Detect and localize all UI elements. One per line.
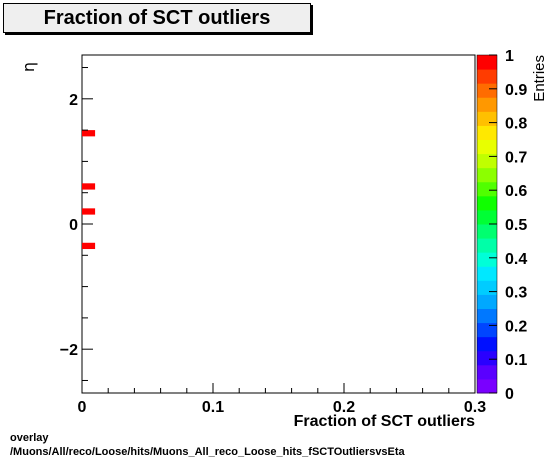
z-tick-label: 0.8 xyxy=(505,116,527,133)
z-tick-label: 0.5 xyxy=(505,217,527,234)
x-tick-label: 0.2 xyxy=(333,399,355,416)
z-tick-label: 0.3 xyxy=(505,285,527,302)
y-axis-label: η xyxy=(19,62,38,72)
color-scale-segment xyxy=(477,308,497,324)
z-tick-label: 0.7 xyxy=(505,149,527,166)
color-scale-segment xyxy=(477,266,497,281)
color-scale-segment xyxy=(477,111,497,126)
color-scale-label: Entries xyxy=(531,55,546,102)
heatmap-cell xyxy=(82,208,96,215)
color-scale-segment xyxy=(477,378,497,394)
y-axis-ticks: −2 0 2 xyxy=(60,67,93,381)
heatmap-cell xyxy=(82,183,96,190)
color-scale-segment xyxy=(477,224,497,239)
color-scale-segment xyxy=(477,139,497,155)
color-scale-segment xyxy=(477,181,497,197)
z-tick-label: 0.6 xyxy=(505,183,527,200)
color-scale-segment xyxy=(477,252,497,267)
chart-title: Fraction of SCT outliers xyxy=(3,3,311,33)
color-scale-segment xyxy=(477,55,497,70)
z-tick-label: 0.2 xyxy=(505,318,527,335)
heatmap-cell xyxy=(82,130,96,137)
color-scale-ticks: 0 0.1 0.2 0.3 0.4 0.5 0.6 0.7 0.8 0.9 1 xyxy=(489,48,527,403)
z-tick-label: 0.1 xyxy=(505,352,527,369)
color-scale-segment xyxy=(477,238,497,253)
x-tick-label: 0.3 xyxy=(464,399,486,416)
caption-overlay: overlay xyxy=(10,432,49,444)
color-scale-segment xyxy=(477,167,497,183)
color-scale-bar xyxy=(476,54,498,394)
color-scale-segment xyxy=(477,195,497,211)
z-tick-label: 0.9 xyxy=(505,82,527,99)
heatmap-cell xyxy=(82,242,96,250)
color-scale-segment xyxy=(477,97,497,112)
heatmap-cells xyxy=(82,130,96,250)
color-scale-segment xyxy=(477,322,497,338)
color-scale-segment xyxy=(477,280,497,295)
color-scale-segment xyxy=(477,83,497,98)
color-scale-segment xyxy=(477,209,497,225)
color-scale-segment xyxy=(477,153,497,169)
color-scale-segment xyxy=(477,336,497,352)
color-scale-segment xyxy=(477,350,497,366)
caption-histogram-path: /Muons/All/reco/Loose/hits/Muons_All_rec… xyxy=(10,446,405,458)
y-tick-label: −2 xyxy=(60,342,78,359)
y-tick-label: 2 xyxy=(69,92,78,109)
z-tick-label: 0 xyxy=(505,386,514,403)
x-tick-label: 0.1 xyxy=(202,399,224,416)
x-axis-ticks: 0 0.1 0.2 0.3 xyxy=(78,383,486,416)
z-tick-label: 1 xyxy=(505,48,514,65)
z-tick-label: 0.4 xyxy=(505,251,527,268)
color-scale-segment xyxy=(477,69,497,84)
color-scale-segment xyxy=(477,364,497,380)
plot-frame xyxy=(81,54,476,394)
y-tick-label: 0 xyxy=(69,217,78,234)
color-scale-segment xyxy=(477,294,497,309)
x-axis-label: Fraction of SCT outliers xyxy=(294,413,475,430)
color-scale-segment xyxy=(477,125,497,140)
x-tick-label: 0 xyxy=(78,399,87,416)
